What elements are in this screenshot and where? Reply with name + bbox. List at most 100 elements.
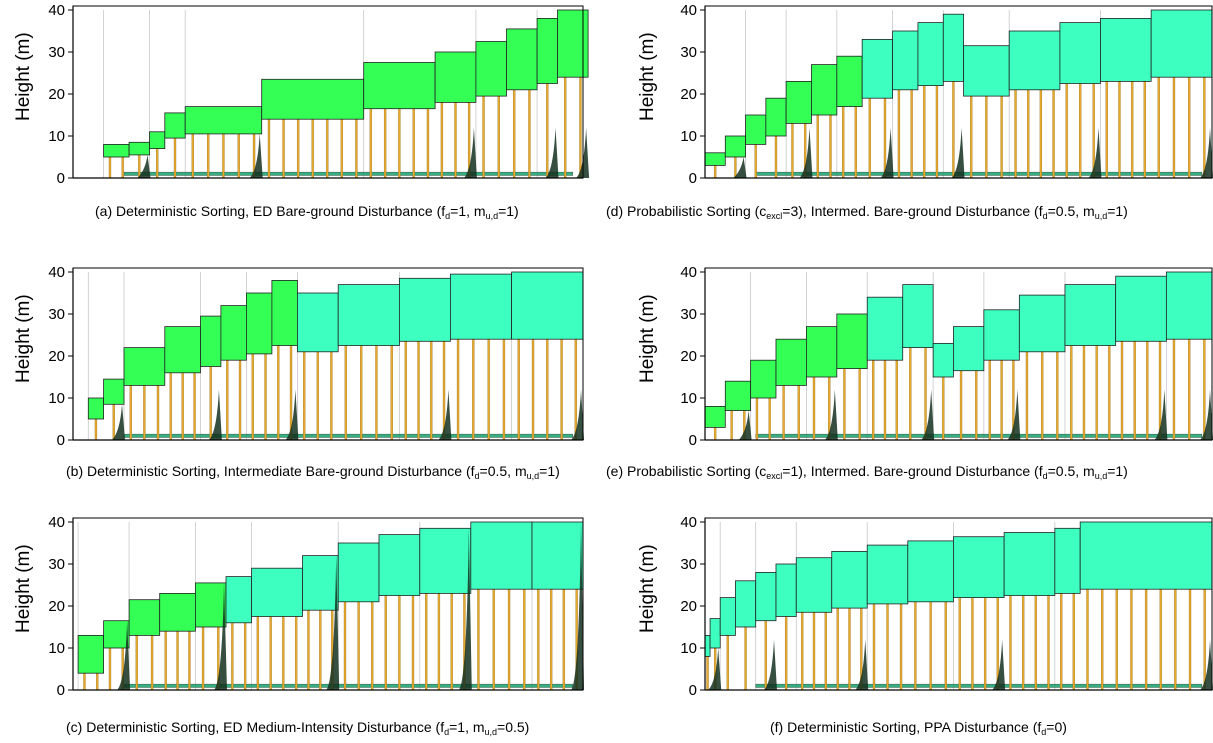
trunk — [267, 119, 271, 179]
y-tick-label: 20 — [680, 598, 697, 615]
trunk — [730, 410, 733, 441]
trunk — [983, 597, 987, 691]
trunk — [294, 616, 298, 691]
trunk — [108, 647, 112, 691]
crown-box — [251, 567, 303, 617]
crown-box — [337, 542, 380, 603]
crown-box — [128, 599, 161, 636]
y-tick-label: 0 — [57, 682, 65, 699]
panel-a: Height (m) 0 10 20 30 40 (a) Deterministic S… — [0, 0, 600, 230]
trunk — [411, 595, 415, 691]
crown-box — [434, 51, 477, 103]
crown-box — [1018, 294, 1066, 353]
trunk — [883, 98, 887, 179]
chart-d: 0 10 20 30 40 — [680, 2, 1213, 187]
y-tick-label: 10 — [48, 640, 65, 657]
trunk — [958, 597, 961, 691]
crown-box — [159, 593, 196, 632]
crown-box — [1079, 521, 1213, 590]
trunk — [562, 589, 566, 691]
trunk — [1105, 81, 1108, 179]
trunk — [1034, 595, 1037, 691]
trunk — [883, 360, 887, 441]
crown-box — [1064, 284, 1117, 346]
trunk — [450, 593, 453, 691]
y-tick-label: 30 — [680, 556, 697, 573]
trunk — [1056, 351, 1059, 441]
crown-box — [704, 635, 711, 657]
trunk — [243, 622, 247, 691]
regeneration-cohort — [763, 639, 777, 690]
crown-box — [398, 277, 451, 342]
y-tick-label: 30 — [680, 44, 697, 61]
trunk — [1025, 351, 1029, 441]
crown-box — [724, 380, 752, 411]
trunk — [426, 108, 430, 179]
plot-frame — [704, 5, 1213, 179]
trunk — [1079, 83, 1082, 179]
crown-box — [103, 620, 130, 649]
y-tick-label: 10 — [48, 128, 65, 145]
caption-a: (a) Deterministic Sorting, ED Bare-groun… — [95, 203, 519, 221]
trunk — [531, 339, 535, 441]
crown-box — [1003, 532, 1056, 596]
trunk — [1203, 77, 1206, 179]
trunk — [1027, 89, 1030, 179]
crown-box — [866, 296, 904, 361]
crown-box — [1115, 275, 1167, 342]
trunk — [1095, 345, 1098, 441]
trunk — [303, 351, 306, 441]
crown-box — [103, 378, 125, 405]
trunk — [492, 589, 495, 691]
crown-box — [902, 284, 934, 349]
trunk — [83, 673, 86, 691]
trunk — [150, 635, 154, 691]
crown-box — [892, 30, 919, 91]
trunk — [1130, 589, 1133, 691]
trunk — [94, 418, 98, 441]
understory-band — [755, 433, 1203, 438]
trunk — [985, 95, 988, 179]
crown-box — [557, 9, 589, 78]
trunk — [193, 372, 196, 441]
trunk — [1159, 589, 1162, 691]
trunk — [942, 376, 945, 441]
trunk — [296, 119, 300, 179]
trunk — [971, 597, 974, 691]
y-tick-label: 0 — [689, 682, 697, 699]
trunk — [886, 603, 889, 691]
crown-box — [475, 41, 507, 97]
regeneration-cohort — [824, 389, 838, 440]
regeneration-cohort — [545, 127, 559, 178]
trunk — [929, 601, 932, 691]
crown-box — [87, 397, 105, 420]
regeneration-cohort — [249, 133, 263, 178]
y-tick-label: 40 — [48, 2, 65, 19]
crown-box — [261, 78, 365, 120]
trunk — [1143, 81, 1146, 179]
trunk — [517, 339, 520, 441]
y-tick-label: 40 — [680, 264, 697, 281]
trunk — [1157, 77, 1160, 179]
y-tick-label: 0 — [57, 170, 65, 187]
trunk — [791, 123, 794, 179]
trunk — [173, 137, 177, 179]
crown-box — [302, 555, 339, 611]
y-tick-label: 20 — [48, 348, 65, 365]
trunk — [842, 106, 845, 179]
trunk — [1172, 77, 1176, 179]
y-tick-label: 0 — [689, 170, 697, 187]
trunk — [269, 616, 272, 691]
trunk — [523, 589, 526, 691]
crown-box — [363, 62, 436, 110]
crown-box — [831, 551, 868, 609]
crown-box — [765, 97, 787, 137]
trunk — [1172, 339, 1176, 441]
panel-f: Height (m) 0 10 20 30 40 (f) Deterministic S… — [610, 512, 1213, 742]
trunk — [1092, 83, 1095, 179]
trunk — [390, 345, 393, 441]
trunk — [375, 345, 378, 441]
trunk — [848, 607, 851, 691]
crown-box — [963, 45, 1010, 97]
plot-frame — [72, 267, 584, 441]
